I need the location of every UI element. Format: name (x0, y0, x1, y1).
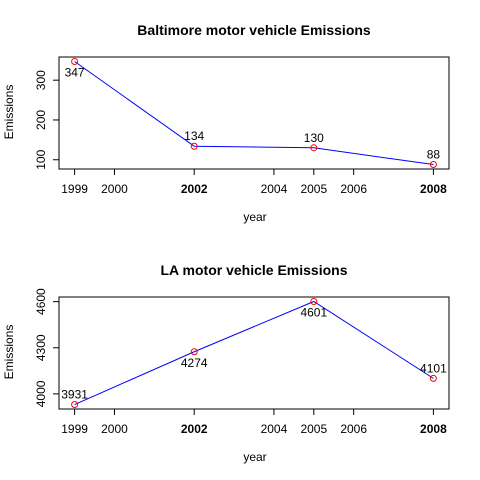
x-tick-label: 2002 (181, 422, 208, 436)
y-tick-label: 4600 (34, 288, 48, 315)
data-label: 4274 (181, 356, 208, 370)
x-tick-label: 2000 (101, 182, 128, 196)
chart-marks: 1999 2000 2002 2004 2005 2006 2008 100 200 300 347… (34, 56, 450, 196)
chart-panel-la: LA motor vehicle Emissions year Emission… (2, 262, 450, 464)
data-label: 4101 (420, 361, 447, 375)
x-tick-label: 2006 (340, 422, 367, 436)
data-label: 134 (184, 129, 204, 143)
data-point (190, 142, 198, 150)
y-axis-label: Emissions (2, 325, 16, 380)
data-label: 4601 (300, 305, 327, 319)
y-tick-label: 300 (34, 70, 48, 90)
data-point (310, 297, 318, 305)
y-axis-label: Emissions (2, 85, 16, 140)
data-point (429, 161, 437, 169)
chart-marks: 1999 2000 2002 2004 2005 2006 2008 4000 4300 4600… (34, 288, 450, 436)
x-tick-label: 2005 (300, 182, 327, 196)
data-label: 130 (304, 131, 324, 145)
x-tick-label: 2004 (261, 422, 288, 436)
x-tick-label: 1999 (61, 422, 88, 436)
x-tick-label: 2000 (101, 422, 128, 436)
x-tick-label: 2004 (261, 182, 288, 196)
x-tick-label: 2008 (420, 422, 447, 436)
series-line (74, 300, 434, 405)
x-tick-label: 2006 (340, 182, 367, 196)
data-label: 347 (65, 65, 85, 79)
y-tick-label: 4300 (34, 334, 48, 361)
series-line (74, 61, 434, 166)
x-tick-label: 2002 (181, 182, 208, 196)
plot-frame (58, 56, 450, 170)
x-axis-label: year (243, 450, 266, 464)
chart-panel-baltimore: Baltimore motor vehicle Emissions year E… (2, 22, 450, 224)
data-point (71, 57, 79, 65)
x-axis-label: year (243, 210, 266, 224)
chart-title: Baltimore motor vehicle Emissions (137, 22, 371, 38)
x-tick-label: 1999 (61, 182, 88, 196)
data-point (190, 348, 198, 356)
y-tick-label: 4000 (34, 380, 48, 407)
y-tick-label: 100 (34, 149, 48, 169)
data-point (310, 144, 318, 152)
data-label: 88 (427, 148, 441, 162)
data-point (429, 374, 437, 382)
x-tick-label: 2008 (420, 182, 447, 196)
plot-frame (58, 296, 450, 410)
x-tick-label: 2005 (300, 422, 327, 436)
data-point (71, 401, 79, 409)
data-label: 3931 (61, 388, 88, 402)
y-tick-label: 200 (34, 110, 48, 130)
chart-title: LA motor vehicle Emissions (161, 262, 348, 278)
